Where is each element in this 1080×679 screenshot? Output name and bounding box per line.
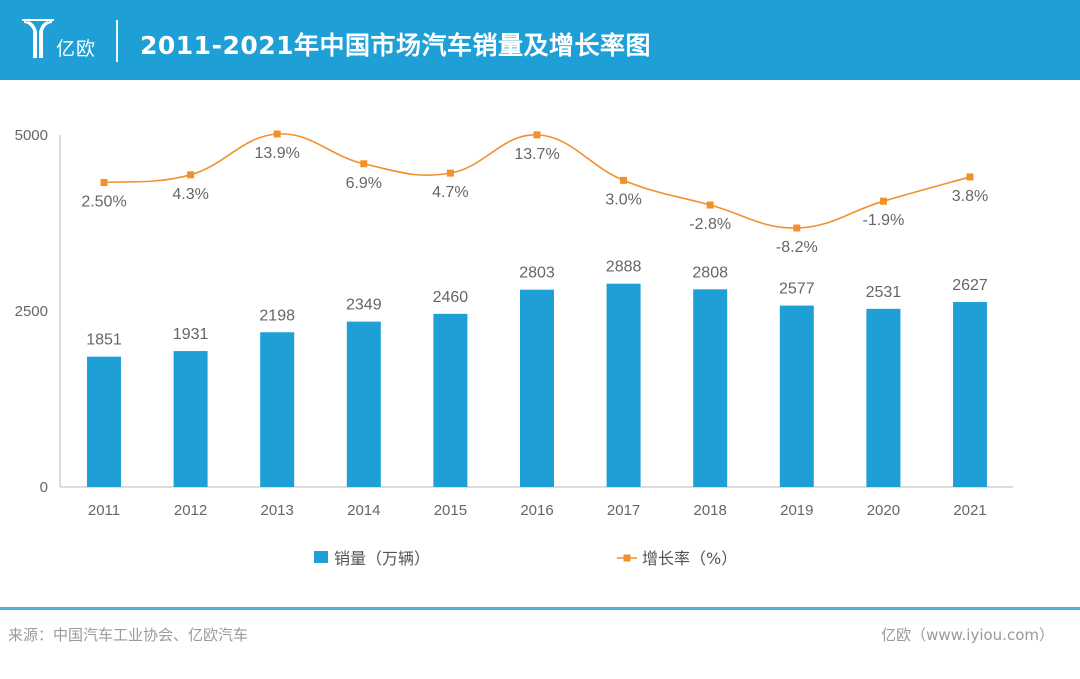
growth-value-label: 6.9% — [346, 175, 382, 192]
x-tick-label: 2015 — [434, 502, 467, 519]
bar-2021 — [953, 302, 987, 487]
growth-value-label: 13.7% — [514, 146, 559, 163]
growth-value-label: 4.7% — [432, 184, 468, 201]
legend-bar-label: 销量（万辆） — [334, 549, 430, 568]
chart: 0 2500 5000 1851 1931 2198 2349 2460 2803 2888 28… — [15, 127, 1013, 568]
bar-value-label: 2888 — [606, 259, 642, 276]
growth-marker-2020 — [879, 197, 887, 205]
growth-value-label: 3.0% — [605, 191, 641, 208]
growth-marker-2016 — [533, 131, 541, 139]
y-tick-label: 2500 — [15, 303, 48, 320]
y-tick-label: 5000 — [15, 127, 48, 144]
bar-2014 — [346, 321, 381, 487]
legend-line-label: 增长率（%） — [642, 549, 737, 568]
legend-line-marker — [623, 554, 631, 562]
bar-value-label: 1851 — [86, 332, 122, 349]
bar-2019 — [779, 305, 814, 487]
brand-name: 亿欧 — [56, 38, 97, 60]
x-tick-label: 2011 — [88, 502, 120, 519]
bar-2012 — [173, 351, 208, 487]
growth-marker-2015 — [446, 169, 454, 177]
x-tick-label: 2012 — [174, 502, 207, 519]
x-tick-label: 2014 — [347, 502, 380, 519]
growth-value-label: -2.8% — [689, 216, 731, 233]
growth-marker-2011 — [100, 178, 108, 186]
growth-marker-2013 — [273, 130, 281, 138]
growth-value-label: -8.2% — [776, 239, 818, 256]
site-credit: 亿欧（www.iyiou.com） — [881, 626, 1054, 644]
x-tick-label: 2013 — [261, 502, 294, 519]
bar-value-label: 2808 — [692, 264, 728, 281]
yiou-logo-icon — [22, 19, 54, 58]
bar-2015 — [433, 313, 468, 487]
bar-value-label: 2531 — [866, 284, 902, 301]
legend-bar-swatch — [314, 551, 328, 563]
bar-value-label: 2803 — [519, 265, 555, 282]
bar-2011 — [87, 356, 121, 487]
growth-marker-2017 — [620, 176, 628, 184]
growth-marker-2019 — [793, 224, 801, 232]
x-tick-label: 2017 — [607, 502, 640, 519]
bar-value-label: 1931 — [173, 326, 209, 343]
bar-value-label: 2349 — [346, 297, 382, 314]
growth-value-label: 3.8% — [952, 188, 988, 205]
growth-marker-2014 — [360, 160, 368, 168]
x-tick-label: 2021 — [953, 502, 986, 519]
header-bar: 亿欧 2011-2021年中国市场汽车销量及增长率图 — [0, 0, 1080, 80]
x-tick-label: 2018 — [694, 502, 727, 519]
growth-value-label: 4.3% — [172, 186, 208, 203]
bar-2018 — [693, 289, 728, 487]
growth-marker-2012 — [187, 171, 195, 179]
bar-2016 — [520, 289, 554, 487]
growth-value-label: -1.9% — [863, 212, 905, 229]
source-note: 来源：中国汽车工业协会、亿欧汽车 — [8, 626, 249, 644]
y-tick-label: 0 — [40, 479, 48, 496]
growth-marker-2021 — [966, 173, 974, 181]
page-title: 2011-2021年中国市场汽车销量及增长率图 — [140, 31, 652, 60]
bar-2020 — [866, 308, 901, 487]
growth-value-label: 13.9% — [255, 145, 300, 162]
growth-value-label: 2.50% — [81, 193, 126, 210]
bar-value-label: 2198 — [259, 307, 295, 324]
bar-value-label: 2577 — [779, 281, 815, 298]
bar-value-label: 2460 — [433, 289, 469, 306]
bar-2017 — [606, 283, 641, 487]
bar-2013 — [260, 332, 295, 487]
header-divider — [116, 20, 118, 62]
growth-marker-2018 — [706, 201, 714, 209]
x-tick-label: 2016 — [520, 502, 553, 519]
footer-divider — [0, 607, 1080, 610]
x-tick-label: 2019 — [780, 502, 813, 519]
x-tick-label: 2020 — [867, 502, 900, 519]
bar-value-label: 2627 — [952, 277, 988, 294]
